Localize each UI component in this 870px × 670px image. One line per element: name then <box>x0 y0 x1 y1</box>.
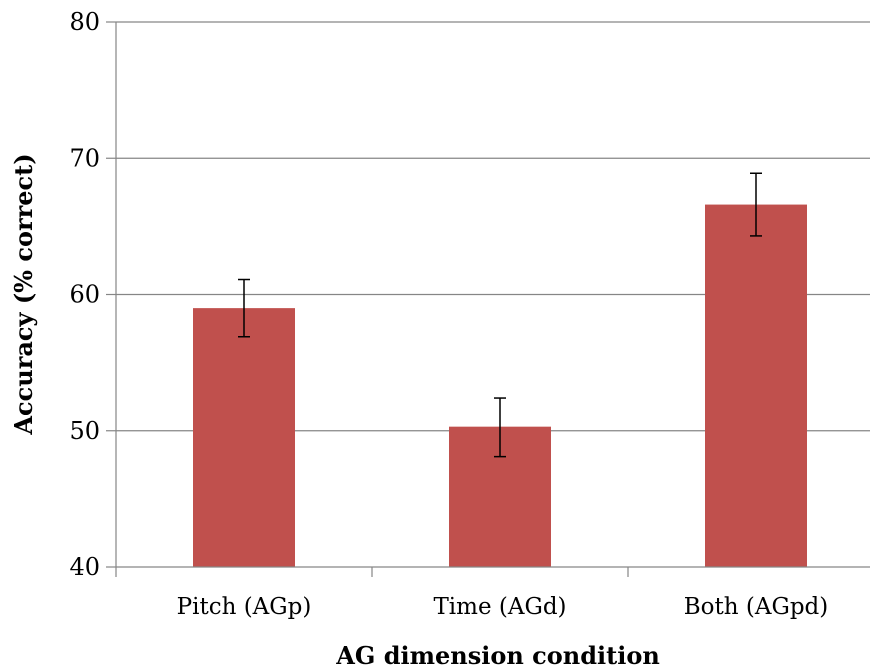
y-tick-label: 40 <box>69 553 100 581</box>
y-tick-labels: 40 50 60 70 80 <box>69 8 100 581</box>
y-tick-label: 60 <box>69 281 100 309</box>
bar <box>193 308 295 567</box>
error-bars <box>238 172 762 458</box>
y-tick-label: 80 <box>69 8 100 36</box>
bars <box>193 204 807 567</box>
y-axis-title: Accuracy (% correct) <box>9 153 38 435</box>
x-tick-labels: Pitch (AGp) Time (AGd) Both (AGpd) <box>177 594 829 620</box>
x-tick-label: Pitch (AGp) <box>177 594 312 620</box>
y-tick-label: 70 <box>69 144 100 172</box>
x-tick-label: Time (AGd) <box>433 594 566 620</box>
bar <box>705 204 807 567</box>
x-axis-title: AG dimension condition <box>335 641 660 670</box>
x-tick-label: Both (AGpd) <box>684 594 829 620</box>
axes <box>106 21 870 577</box>
y-tick-label: 50 <box>69 417 100 445</box>
